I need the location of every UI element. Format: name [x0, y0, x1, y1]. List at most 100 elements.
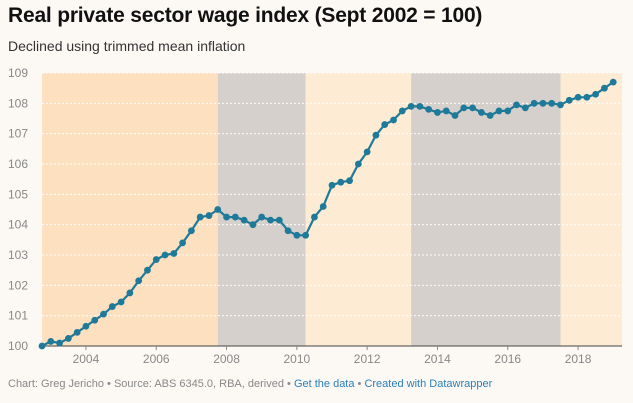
data-point — [513, 101, 520, 109]
data-point — [530, 99, 538, 107]
chart-title: Real private sector wage index (Sept 200… — [8, 4, 483, 27]
data-point — [539, 99, 547, 107]
data-point — [521, 104, 529, 112]
data-point — [425, 106, 433, 113]
band-orange — [42, 73, 218, 346]
y-tick-label: 104 — [8, 218, 28, 232]
data-point — [354, 160, 362, 168]
data-point — [267, 216, 274, 224]
data-point — [592, 90, 600, 98]
footer-separator: • — [354, 378, 365, 390]
data-point — [302, 231, 310, 239]
y-tick-label: 100 — [8, 339, 28, 353]
x-tick-label: 2010 — [283, 352, 310, 366]
data-point — [249, 221, 257, 229]
data-point — [398, 107, 406, 115]
data-point — [91, 316, 99, 324]
data-point — [275, 216, 283, 224]
data-point — [214, 206, 222, 213]
data-point — [47, 338, 55, 345]
footer-source-prefix: Source: — [113, 378, 155, 390]
data-point — [548, 99, 556, 107]
footer-chart-prefix: Chart: — [8, 378, 42, 390]
data-point — [583, 93, 591, 101]
data-point — [609, 78, 617, 86]
footer-separator: • — [283, 378, 294, 390]
data-point — [82, 322, 90, 330]
data-point — [161, 251, 169, 259]
data-point — [73, 328, 81, 336]
data-point — [363, 148, 371, 156]
data-point — [311, 213, 318, 221]
x-tick-label: 2016 — [494, 352, 521, 366]
footer-source: ABS 6345.0, RBA, derived — [154, 378, 284, 390]
x-tick-label: 2014 — [424, 352, 451, 366]
footer-author: Greg Jericho — [41, 378, 104, 390]
chart-footer: Chart: Greg Jericho • Source: ABS 6345.0… — [8, 378, 492, 390]
data-point — [381, 121, 389, 128]
data-point — [38, 342, 46, 350]
data-point — [504, 107, 512, 115]
data-point — [434, 109, 441, 116]
data-point — [451, 112, 459, 119]
data-point — [108, 303, 116, 310]
data-point — [179, 239, 187, 247]
data-point — [328, 181, 336, 189]
data-point — [337, 178, 345, 186]
x-tick-label: 2012 — [354, 352, 381, 366]
y-tick-label: 103 — [8, 248, 28, 262]
y-axis: 100 101 102 103 104 105 106 107 108 109 — [8, 66, 28, 353]
data-point — [477, 109, 485, 116]
data-point — [117, 298, 125, 306]
data-point — [565, 96, 573, 104]
data-point — [258, 213, 266, 221]
x-tick-label: 2008 — [213, 352, 240, 366]
data-point — [135, 277, 143, 285]
data-point — [144, 266, 151, 274]
data-point — [205, 212, 213, 219]
data-point — [460, 104, 468, 112]
data-point — [416, 102, 424, 110]
data-point — [196, 213, 204, 221]
data-point — [372, 131, 380, 139]
data-point — [319, 203, 327, 210]
y-tick-label: 101 — [8, 309, 28, 323]
band-light — [560, 73, 622, 346]
data-point — [574, 93, 582, 101]
band-grey — [217, 73, 306, 346]
y-tick-label: 106 — [8, 157, 28, 171]
data-point — [346, 177, 353, 185]
data-point — [187, 227, 195, 235]
data-point — [407, 102, 415, 110]
footer-separator: • — [104, 378, 114, 390]
data-point — [293, 231, 301, 239]
get-data-link[interactable]: Get the data — [293, 378, 355, 390]
data-point — [557, 101, 564, 109]
y-tick-label: 102 — [8, 278, 28, 292]
x-tick-label: 2018 — [565, 352, 592, 366]
data-point — [495, 107, 503, 115]
x-tick-label: 2004 — [73, 352, 100, 366]
data-point — [486, 112, 494, 119]
y-tick-label: 105 — [8, 187, 28, 201]
series-layer — [38, 78, 617, 350]
x-axis: 2004 2006 2008 2010 2012 2014 2016 2018 — [73, 346, 592, 366]
data-point — [56, 339, 63, 347]
data-point — [231, 213, 239, 221]
data-point — [152, 256, 160, 263]
data-point — [64, 335, 72, 342]
y-tick-label: 108 — [8, 96, 28, 110]
datawrapper-link[interactable]: Created with Datawrapper — [364, 378, 493, 390]
band-grey — [411, 73, 561, 346]
gridlines — [42, 72, 622, 347]
y-tick-label: 109 — [8, 66, 28, 80]
x-tick-label: 2006 — [143, 352, 170, 366]
data-point — [126, 289, 134, 297]
data-point — [100, 310, 107, 318]
data-point — [240, 216, 248, 224]
data-point — [390, 116, 397, 124]
data-point — [469, 104, 477, 112]
chart-subtitle: Declined using trimmed mean inflation — [8, 38, 246, 54]
period-bands — [42, 73, 622, 346]
